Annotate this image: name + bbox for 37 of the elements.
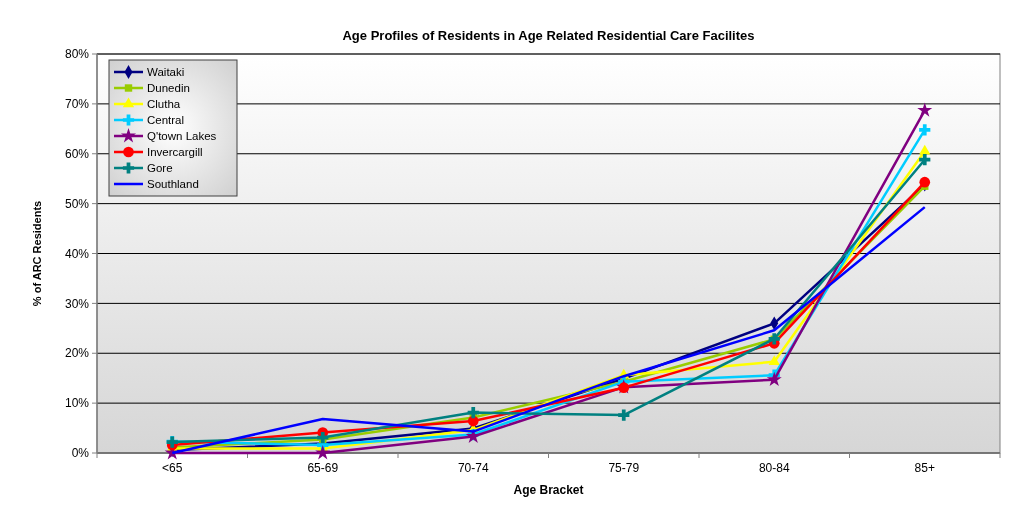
point [317, 431, 329, 444]
legend-label: Central [147, 114, 185, 127]
y-tick-label: 20% [64, 346, 90, 361]
legend-label: Gore [147, 162, 173, 175]
y-axis-title: % of ARC Residents [31, 200, 43, 307]
y-tick-label: 0% [71, 446, 90, 461]
legend-label: Dunedin [147, 82, 190, 95]
point [919, 124, 931, 136]
y-tick-label: 60% [64, 146, 90, 161]
x-tick-label: 65-69 [307, 461, 339, 475]
x-axis-title: Age Bracket [513, 483, 584, 497]
point [768, 355, 780, 365]
y-tick-label: 40% [64, 246, 90, 261]
point [766, 371, 782, 387]
legend-label: Waitaki [147, 66, 185, 79]
y-tick-label: 30% [64, 296, 90, 311]
legend-label: Invercargill [147, 146, 203, 159]
y-tick-label: 50% [64, 196, 90, 211]
point [467, 406, 479, 419]
x-tick-label: 75-79 [608, 461, 640, 475]
x-tick-label: 80-84 [758, 461, 790, 475]
legend-label: Q'town Lakes [147, 130, 217, 143]
chart-title: Age Profiles of Residents in Age Related Residential Care Facilites [342, 28, 755, 43]
point [618, 409, 630, 421]
point [917, 102, 933, 117]
y-tick-label: 80% [64, 47, 90, 62]
x-tick-label: <65 [162, 461, 183, 475]
point [919, 144, 931, 155]
x-tick-label: 70-74 [457, 461, 489, 475]
legend-label: Southland [147, 178, 199, 191]
point [919, 154, 931, 166]
point [919, 176, 931, 188]
x-tick-label: 85+ [914, 461, 935, 475]
y-tick-label: 10% [64, 396, 90, 411]
legend-label: Clutha [147, 98, 181, 111]
point [315, 445, 331, 460]
y-tick-label: 70% [64, 97, 90, 112]
